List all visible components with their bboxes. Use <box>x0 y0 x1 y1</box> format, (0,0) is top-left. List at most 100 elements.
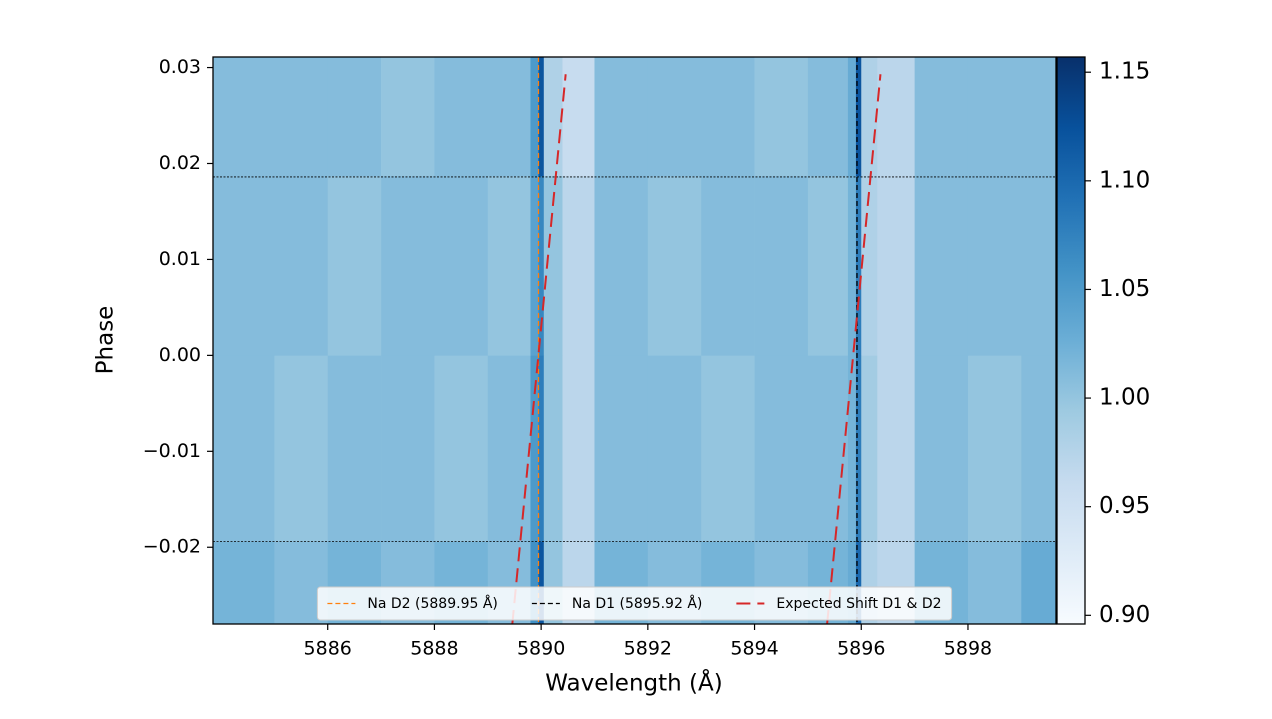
legend-label: Na D2 (5889.95 Å) <box>367 595 497 612</box>
heatmap-cell <box>967 175 1022 356</box>
heatmap-cell <box>327 355 382 542</box>
heatmap-cell <box>914 175 969 356</box>
heatmap-cell <box>543 57 563 177</box>
legend-label: Na D1 (5895.92 Å) <box>572 595 702 612</box>
heatmap-cell <box>647 175 702 356</box>
y-tick-label: 0.02 <box>159 152 201 174</box>
heatmap-cell <box>914 57 969 177</box>
heatmap-cell <box>274 175 329 356</box>
y-tick-label: −0.01 <box>143 440 201 462</box>
heatmap-cell <box>594 175 649 356</box>
heatmap-cell <box>538 57 545 177</box>
heatmap-cell <box>274 355 329 542</box>
heatmap-cell <box>530 175 539 356</box>
plot-area <box>213 57 1056 624</box>
heatmap-cell <box>327 57 382 177</box>
legend-box <box>316 586 953 621</box>
heatmap-cell <box>562 175 595 356</box>
heatmap-cell <box>381 355 435 542</box>
heatmap-cell <box>562 355 595 542</box>
x-tick-label: 5890 <box>517 638 565 660</box>
x-tick-label: 5894 <box>730 638 778 660</box>
heatmap-cell <box>1021 175 1056 356</box>
heatmap-cell <box>847 355 857 542</box>
heatmap-cell <box>855 355 862 542</box>
y-tick-label: 0.03 <box>159 56 201 78</box>
heatmap-cell <box>701 355 755 542</box>
heatmap-cell <box>274 57 329 177</box>
heatmap-cell <box>543 355 563 542</box>
x-tick-label: 5892 <box>624 638 672 660</box>
x-tick-label: 5898 <box>944 638 992 660</box>
heatmap-cell <box>754 175 809 356</box>
heatmap-cell <box>1021 541 1056 624</box>
heatmap-cell <box>487 355 531 542</box>
heatmap-cell <box>877 355 915 542</box>
heatmap-cell <box>213 175 275 356</box>
heatmap-cell <box>847 175 857 356</box>
heatmap-cell <box>914 355 969 542</box>
heatmap-cell <box>847 541 857 624</box>
heatmap-cell <box>847 57 857 177</box>
legend-label: Expected Shift D1 & D2 <box>776 596 941 612</box>
heatmap-cell <box>434 175 489 356</box>
heatmap-cell <box>754 355 809 542</box>
heatmap-cell <box>543 175 563 356</box>
x-tick-label: 5896 <box>837 638 885 660</box>
heatmap-cell <box>530 355 539 542</box>
heatmap-cell <box>594 355 649 542</box>
colorbar-tick-label: 0.90 <box>1099 602 1150 628</box>
heatmap-cell <box>1021 57 1056 177</box>
y-tick-label: −0.02 <box>143 536 201 558</box>
heatmap-cell <box>530 541 539 624</box>
heatmap-cell <box>877 175 915 356</box>
heatmap-cell <box>538 541 545 624</box>
x-tick-label: 5888 <box>410 638 458 660</box>
heatmap-cell <box>754 57 809 177</box>
heatmap-cell <box>434 57 489 177</box>
heatmap-cell <box>647 57 702 177</box>
heatmap-cell <box>967 57 1022 177</box>
colorbar-tick-label: 1.00 <box>1099 385 1150 411</box>
plot-frame <box>212 56 1057 625</box>
heatmap-cell <box>861 57 878 177</box>
expected-shift-line <box>511 74 882 624</box>
heatmap-cell <box>487 57 531 177</box>
legend: Na D2 (5889.95 Å) Na D1 (5895.92 Å) Expect… <box>316 586 953 621</box>
heatmap-cell <box>562 57 595 177</box>
heatmap-cell <box>855 175 862 356</box>
heatmap-cell <box>213 355 275 542</box>
heatmap-cell <box>861 175 878 356</box>
heatmap-cell <box>487 175 531 356</box>
heatmap-cell <box>647 355 702 542</box>
x-tick-label: 5886 <box>304 638 352 660</box>
heatmap-cell <box>701 57 755 177</box>
heatmap-cell <box>213 57 275 177</box>
heatmap-cell <box>701 175 755 356</box>
colorbar-tick-label: 1.15 <box>1099 59 1150 85</box>
heatmap-cell <box>327 175 382 356</box>
heatmap-cell <box>967 355 1022 542</box>
colorbar <box>1056 56 1086 625</box>
heatmap-cell <box>861 355 878 542</box>
y-tick-label: 0.01 <box>159 248 201 270</box>
heatmap-cell <box>213 541 275 624</box>
heatmap-cell <box>807 355 849 542</box>
y-tick-label: 0.00 <box>159 344 201 366</box>
heatmap-cell <box>855 57 862 177</box>
heatmap-cell <box>434 355 489 542</box>
x-axis-label: Wavelength (Å) <box>545 669 722 697</box>
heatmap-cell <box>967 541 1022 624</box>
heatmap-cell <box>538 355 545 542</box>
heatmap-cell <box>807 175 849 356</box>
y-axis-label: Phase <box>93 306 119 375</box>
colorbar-tick-label: 1.05 <box>1099 276 1150 302</box>
heatmap-cell <box>381 175 435 356</box>
heatmap-cell <box>381 57 435 177</box>
colorbar-tick-label: 0.95 <box>1099 493 1150 519</box>
heatmap-cell <box>877 57 915 177</box>
heatmap-cell <box>807 57 849 177</box>
heatmap-cell <box>594 57 649 177</box>
heatmap-cell <box>530 57 539 177</box>
